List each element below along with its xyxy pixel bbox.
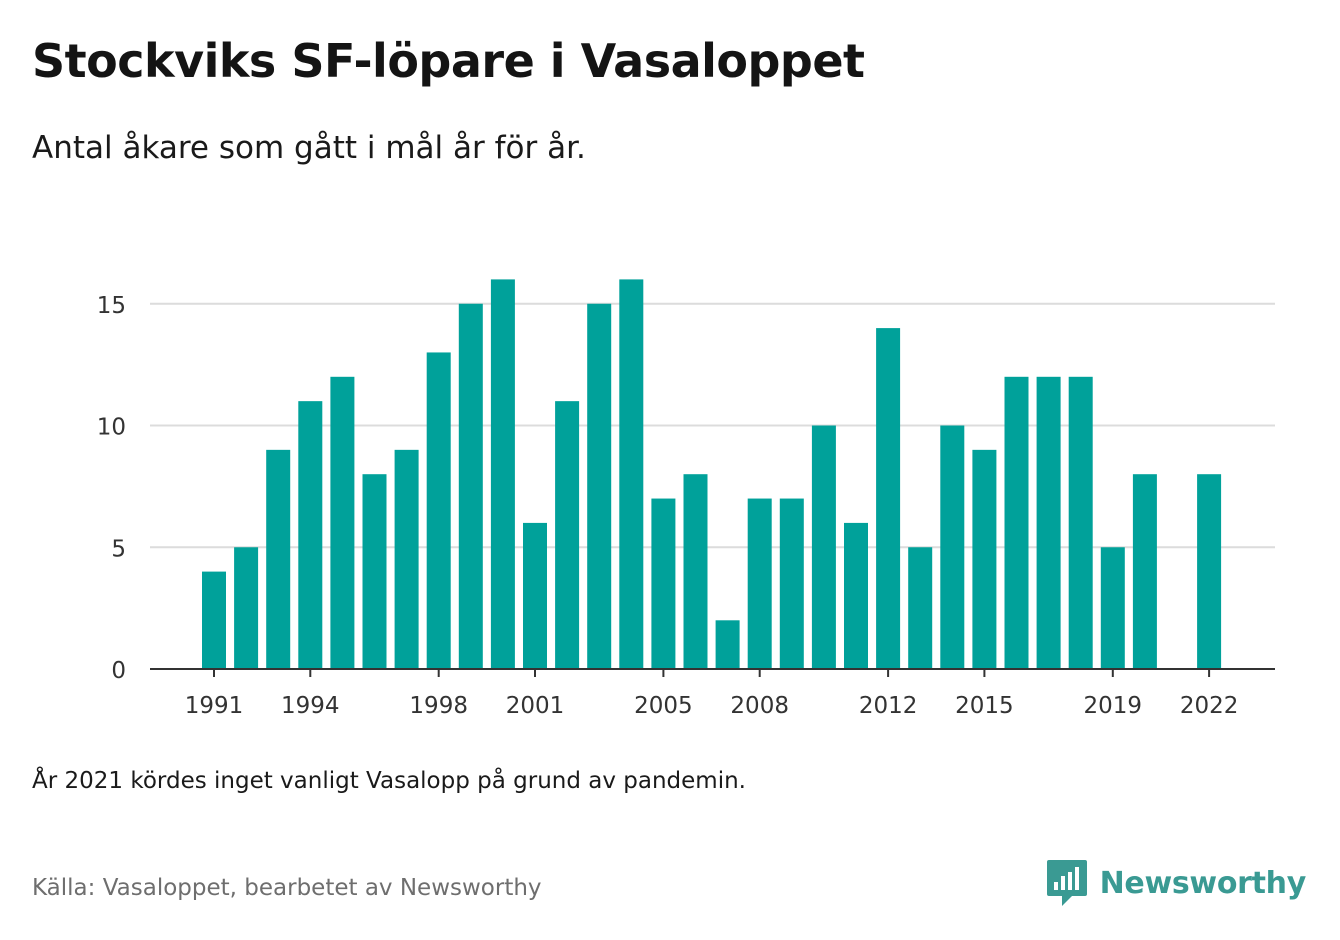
chart-title: Stockviks SF-löpare i Vasaloppet <box>32 34 865 88</box>
source-text: Källa: Vasaloppet, bearbetet av Newswort… <box>32 875 542 901</box>
bar-2005 <box>651 498 676 669</box>
x-tick-label: 1998 <box>409 693 468 719</box>
bar-2000 <box>490 279 515 669</box>
bar-2013 <box>908 547 933 669</box>
brand-name: Newsworthy <box>1099 865 1307 901</box>
bar-1999 <box>458 303 483 669</box>
bar-2008 <box>747 498 772 669</box>
bar-2018 <box>1068 376 1093 669</box>
bar-2007 <box>715 620 740 669</box>
bar-2010 <box>811 425 836 669</box>
y-tick-label: 15 <box>97 293 126 319</box>
bar-1993 <box>266 449 291 669</box>
bar-2003 <box>587 303 612 669</box>
bar-2022 <box>1197 474 1222 669</box>
bar-2004 <box>619 279 644 669</box>
x-tick-label: 2001 <box>506 693 565 719</box>
bar-2012 <box>876 328 901 669</box>
bar-2017 <box>1036 376 1061 669</box>
bar-2015 <box>972 449 997 669</box>
bars <box>202 279 1222 669</box>
bar-1995 <box>330 376 355 669</box>
bar-1998 <box>426 352 451 669</box>
x-tick-label: 2012 <box>859 693 918 719</box>
bar-2019 <box>1100 547 1125 669</box>
chart-subtitle: Antal åkare som gått i mål år för år. <box>32 130 586 166</box>
footnote: År 2021 kördes inget vanligt Vasalopp på… <box>32 768 746 794</box>
x-tick-label: 2015 <box>955 693 1014 719</box>
bar-1994 <box>298 401 323 669</box>
bar-2020 <box>1132 474 1157 669</box>
bar-1992 <box>234 547 259 669</box>
bar-2016 <box>1004 376 1029 669</box>
x-tick-label: 2022 <box>1180 693 1239 719</box>
x-tick-label: 1994 <box>281 693 340 719</box>
bar-2002 <box>555 401 580 669</box>
bar-1996 <box>362 474 387 669</box>
bar-2009 <box>779 498 804 669</box>
bar-2006 <box>683 474 708 669</box>
y-tick-label: 0 <box>111 658 126 684</box>
newsworthy-logo[interactable]: Newsworthy <box>1046 858 1306 908</box>
x-tick-label: 1991 <box>185 693 244 719</box>
bar-2014 <box>940 425 965 669</box>
bar-1997 <box>394 449 419 669</box>
bar-2011 <box>844 522 868 669</box>
axes: 0 5 10 15 1991 1994 1998 2001 2005 2008 2012 2015 20… <box>97 293 1275 719</box>
newsworthy-logo-icon <box>1046 860 1087 906</box>
y-tick-label: 5 <box>111 536 126 562</box>
x-tick-label: 2019 <box>1084 693 1143 719</box>
x-tick-label: 2008 <box>730 693 789 719</box>
y-tick-label: 10 <box>97 415 126 441</box>
bar-2001 <box>523 522 547 669</box>
bar-1991 <box>202 571 226 669</box>
x-tick-label: 2005 <box>634 693 693 719</box>
